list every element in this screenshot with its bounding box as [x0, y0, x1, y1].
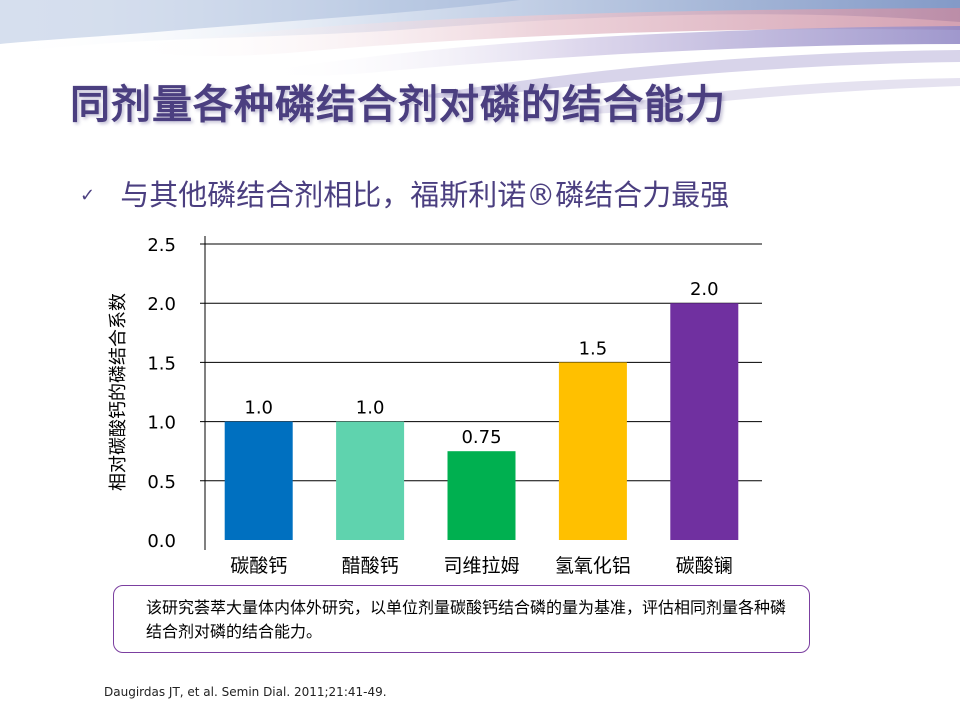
- y-axis-label: 相对碳酸钙的磷结合系数: [108, 293, 129, 491]
- reference-citation: Daugirdas JT, et al. Semin Dial. 2011;21…: [104, 685, 387, 699]
- x-tick-label: 碳酸钙: [230, 555, 287, 577]
- gridlines: [200, 243, 762, 482]
- x-tick-label: 氢氧化铝: [555, 555, 631, 577]
- y-tick-label: 2.0: [147, 294, 176, 315]
- y-tick-label: 1.5: [147, 353, 176, 374]
- x-tick-label: 醋酸钙: [342, 555, 399, 577]
- x-tick-label: 司维拉姆: [443, 555, 519, 577]
- header-decoration: [0, 0, 960, 114]
- bar-value-label: 1.0: [244, 398, 273, 419]
- bar: [224, 421, 293, 540]
- bar-value-label: 1.0: [356, 398, 385, 419]
- y-tick-label: 2.5: [147, 235, 176, 256]
- bar: [447, 451, 516, 540]
- y-tick-label: 0.0: [147, 531, 176, 552]
- bar-value-label: 0.75: [461, 427, 501, 448]
- x-tick-label: 碳酸镧: [676, 555, 733, 577]
- bar: [670, 303, 739, 540]
- x-tick-labels: 碳酸钙 醋酸钙 司维拉姆 氢氧化铝 碳酸镧: [230, 555, 733, 577]
- bars: [224, 303, 739, 540]
- slide-title: 同剂量各种磷结合剂对磷的结合能力: [70, 82, 726, 128]
- note-box: 该研究荟萃大量体内体外研究，以单位剂量碳酸钙结合磷的量为基准，评估相同剂量各种磷…: [113, 585, 810, 653]
- data-labels: 1.0 1.0 0.75 1.5 2.0: [244, 279, 718, 448]
- y-tick-labels: 0.0 0.5 1.0 1.5 2.0 2.5: [147, 235, 176, 552]
- y-tick-label: 0.5: [147, 472, 176, 493]
- y-tick-label: 1.0: [147, 413, 176, 434]
- check-icon: ✓: [80, 185, 96, 206]
- bar: [558, 362, 627, 540]
- bar-value-label: 2.0: [690, 279, 719, 300]
- subtitle: 与其他磷结合剂相比，福斯利诺®磷结合力最强: [120, 178, 730, 212]
- bar: [336, 421, 405, 540]
- bullet-point: ✓ 与其他磷结合剂相比，福斯利诺®磷结合力最强: [80, 172, 729, 214]
- bar-value-label: 1.5: [579, 338, 608, 359]
